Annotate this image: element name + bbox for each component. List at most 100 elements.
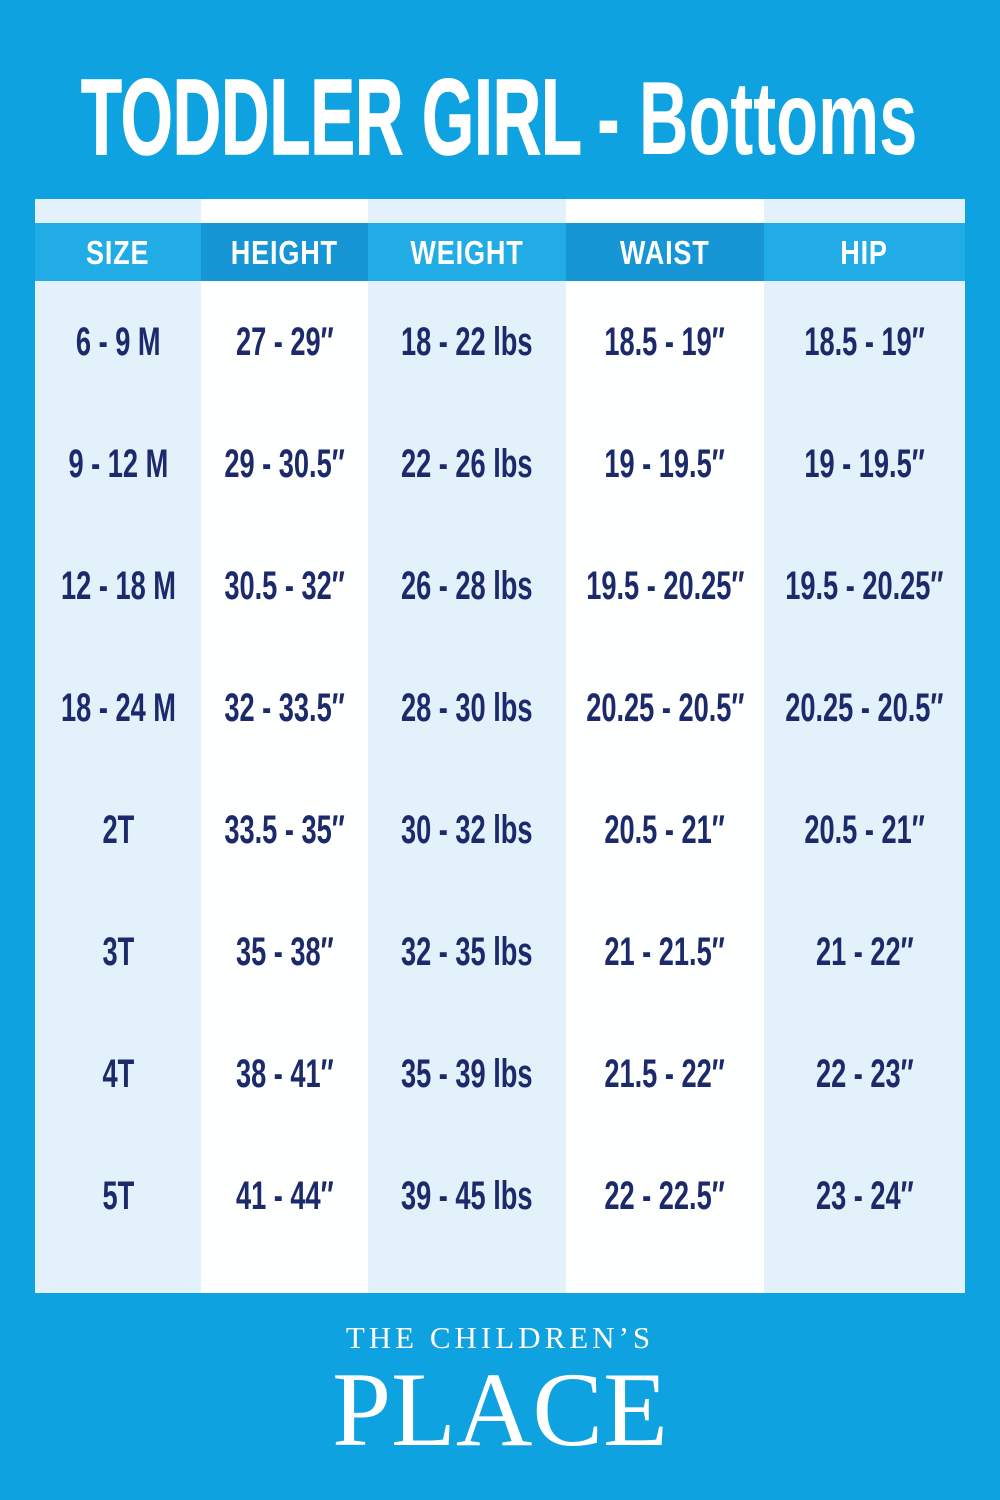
cell-weight: 30 - 32 lbs: [368, 769, 566, 891]
column-header-label: HIP: [840, 233, 889, 271]
cell-value: 32 - 35 lbs: [401, 930, 533, 974]
column-header-label: SIZE: [86, 233, 150, 271]
table-header-row: SIZE HEIGHT WEIGHT WAIST HIP: [35, 223, 965, 281]
cell-value: 41 - 44″: [235, 1174, 334, 1218]
cell-hip: 20.25 - 20.5″: [764, 647, 965, 769]
strip-cell-height: [201, 199, 368, 223]
cell-hip: 21 - 22″: [764, 891, 965, 1013]
cell-value: 20.25 - 20.5″: [585, 686, 745, 730]
page-title-sub: - Bottoms: [597, 61, 918, 177]
cell-size: 9 - 12 M: [35, 403, 201, 525]
cell-value: 30.5 - 32″: [224, 564, 345, 608]
cell-weight: 22 - 26 lbs: [368, 403, 566, 525]
column-header-height: HEIGHT: [201, 223, 368, 281]
cell-height: 38 - 41″: [201, 1013, 368, 1135]
cell-height: 32 - 33.5″: [201, 647, 368, 769]
cell-weight: 39 - 45 lbs: [368, 1135, 566, 1257]
page-title-sub-wrap: - Bottoms: [597, 67, 919, 171]
column-header-size: SIZE: [35, 223, 201, 281]
cell-value: 18.5 - 19″: [604, 320, 726, 364]
cell-size: 5T: [35, 1135, 201, 1257]
cell-weight: 28 - 30 lbs: [368, 647, 566, 769]
cell-height: 35 - 38″: [201, 891, 368, 1013]
page-title: TODDLER GIRL - Bottoms: [0, 0, 1000, 177]
cell-hip: 19.5 - 20.25″: [764, 525, 965, 647]
cell-value: 38 - 41″: [235, 1052, 334, 1096]
cell-weight: 18 - 22 lbs: [368, 281, 566, 403]
cell-weight: 32 - 35 lbs: [368, 891, 566, 1013]
cell-value: 27 - 29″: [235, 320, 334, 364]
table-top-strip: [35, 199, 965, 223]
cell-value: 3T: [102, 930, 134, 974]
cell-waist: 20.25 - 20.5″: [566, 647, 764, 769]
table-body: 6 - 9 M 27 - 29″ 18 - 22 lbs 18.5 - 19″ 18.5…: [35, 281, 965, 1257]
cell-value: 9 - 12 M: [68, 442, 168, 486]
cell-waist: 19 - 19.5″: [566, 403, 764, 525]
cell-value: 19.5 - 20.25″: [785, 564, 944, 608]
cell-value: 26 - 28 lbs: [401, 564, 533, 608]
cell-value: 6 - 9 M: [75, 320, 161, 364]
cell-value: 21 - 22″: [815, 930, 914, 974]
table-row: 12 - 18 M 30.5 - 32″ 26 - 28 lbs 19.5 - 20.…: [35, 525, 965, 647]
cell-value: 29 - 30.5″: [224, 442, 345, 486]
column-header-label: HEIGHT: [230, 233, 339, 271]
cell-value: 18.5 - 19″: [804, 320, 925, 364]
cell-waist: 21.5 - 22″: [566, 1013, 764, 1135]
cell-hip: 22 - 23″: [764, 1013, 965, 1135]
cell-height: 41 - 44″: [201, 1135, 368, 1257]
cell-size: 18 - 24 M: [35, 647, 201, 769]
cell-waist: 22 - 22.5″: [566, 1135, 764, 1257]
cell-value: 20.25 - 20.5″: [785, 686, 944, 730]
cell-value: 19.5 - 20.25″: [585, 564, 745, 608]
cell-height: 33.5 - 35″: [201, 769, 368, 891]
column-header-weight: WEIGHT: [368, 223, 566, 281]
brand-logo: THE CHILDREN’S PLACE: [0, 1319, 1000, 1469]
strip-cell-hip: [764, 199, 965, 223]
column-header-waist: WAIST: [566, 223, 764, 281]
cell-value: 22 - 23″: [815, 1052, 914, 1096]
column-header-label: WEIGHT: [410, 233, 524, 271]
page-title-main: TODDLER GIRL: [81, 56, 583, 177]
strip-cell-size: [35, 199, 201, 223]
table-row: 18 - 24 M 32 - 33.5″ 28 - 30 lbs 20.25 - 20…: [35, 647, 965, 769]
cell-waist: 21 - 21.5″: [566, 891, 764, 1013]
cell-size: 12 - 18 M: [35, 525, 201, 647]
cell-weight: 26 - 28 lbs: [368, 525, 566, 647]
cell-value: 22 - 22.5″: [604, 1174, 726, 1218]
cell-hip: 19 - 19.5″: [764, 403, 965, 525]
cell-value: 30 - 32 lbs: [401, 808, 533, 852]
column-header-hip: HIP: [764, 223, 965, 281]
column-header-label: WAIST: [620, 233, 710, 271]
cell-value: 32 - 33.5″: [224, 686, 345, 730]
table-row: 6 - 9 M 27 - 29″ 18 - 22 lbs 18.5 - 19″ 18.5…: [35, 281, 965, 403]
table-row: 3T 35 - 38″ 32 - 35 lbs 21 - 21.5″ 21 - 22″: [35, 891, 965, 1013]
cell-value: 20.5 - 21″: [604, 808, 726, 852]
strip-cell-size: [35, 1257, 201, 1293]
cell-height: 29 - 30.5″: [201, 403, 368, 525]
cell-waist: 19.5 - 20.25″: [566, 525, 764, 647]
cell-size: 4T: [35, 1013, 201, 1135]
cell-size: 2T: [35, 769, 201, 891]
cell-hip: 23 - 24″: [764, 1135, 965, 1257]
cell-value: 35 - 39 lbs: [401, 1052, 533, 1096]
table-bottom-strip: [35, 1257, 965, 1293]
cell-value: 20.5 - 21″: [804, 808, 925, 852]
cell-hip: 18.5 - 19″: [764, 281, 965, 403]
strip-cell-hip: [764, 1257, 965, 1293]
table-row: 9 - 12 M 29 - 30.5″ 22 - 26 lbs 19 - 19.5″ 1…: [35, 403, 965, 525]
brand-name-bottom: PLACE: [332, 1351, 668, 1469]
strip-cell-weight: [368, 1257, 566, 1293]
cell-value: 12 - 18 M: [60, 564, 176, 608]
cell-size: 6 - 9 M: [35, 281, 201, 403]
cell-value: 23 - 24″: [815, 1174, 914, 1218]
cell-value: 21.5 - 22″: [604, 1052, 726, 1096]
cell-height: 30.5 - 32″: [201, 525, 368, 647]
cell-value: 19 - 19.5″: [804, 442, 925, 486]
cell-value: 2T: [102, 808, 134, 852]
strip-cell-waist: [566, 199, 764, 223]
cell-value: 28 - 30 lbs: [401, 686, 533, 730]
cell-value: 19 - 19.5″: [604, 442, 726, 486]
cell-value: 39 - 45 lbs: [401, 1174, 533, 1218]
strip-cell-height: [201, 1257, 368, 1293]
